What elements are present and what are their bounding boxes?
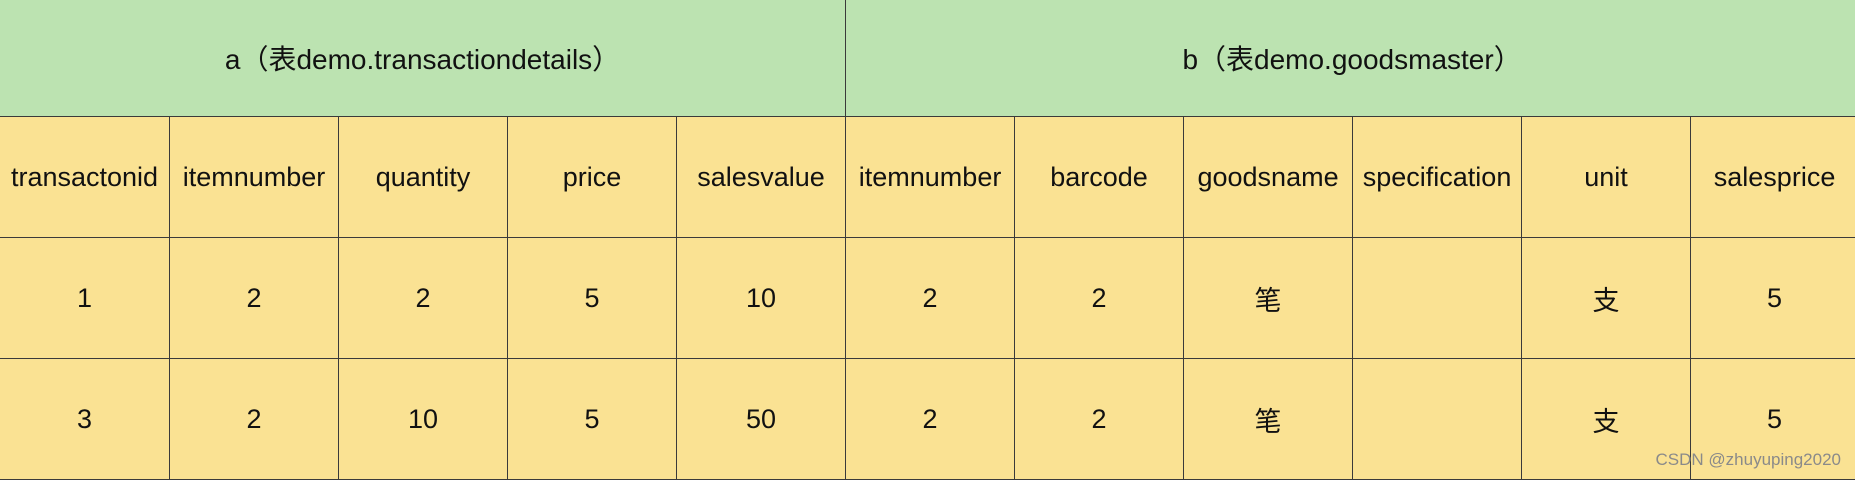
table-b-header: b（表demo.goodsmaster）	[845, 0, 1855, 117]
table-cell: 3	[0, 358, 170, 480]
column-header: goodsname	[1183, 116, 1354, 238]
column-header: itemnumber	[169, 116, 339, 238]
table-cell: 5	[1690, 237, 1855, 359]
table-cell: 2	[1014, 358, 1185, 480]
table-cell: 2	[845, 237, 1016, 359]
watermark: CSDN @zhuyuping2020	[1655, 450, 1841, 469]
table-cell: 笔	[1183, 358, 1354, 480]
table-cell: 5	[1690, 358, 1855, 480]
table-cell: 2	[338, 237, 508, 359]
column-header: specification	[1352, 116, 1523, 238]
table-cell: 5	[507, 237, 677, 359]
column-header: barcode	[1014, 116, 1185, 238]
table-group-header-row: a（表demo.transactiondetails） b（表demo.good…	[0, 0, 1855, 117]
table-cell: 2	[845, 358, 1016, 480]
table-cell: 5	[507, 358, 677, 480]
column-header: salesprice	[1690, 116, 1855, 238]
table-row: 1 2 2 5 10 2 2 笔 支 5	[0, 237, 1855, 359]
table-cell	[1352, 358, 1523, 480]
table-cell: 1	[0, 237, 170, 359]
column-header: price	[507, 116, 677, 238]
table-a-header: a（表demo.transactiondetails）	[0, 0, 847, 117]
table-cell: 50	[675, 358, 847, 480]
table-cell	[1352, 237, 1523, 359]
table-cell: 2	[169, 358, 339, 480]
column-header: itemnumber	[845, 116, 1016, 238]
table-cell: 笔	[1183, 237, 1354, 359]
table-cell: 10	[675, 237, 847, 359]
column-header-row: transactonid itemnumber quantity price s…	[0, 116, 1855, 238]
table-cell: 10	[338, 358, 508, 480]
table-cell: 2	[1014, 237, 1185, 359]
column-header: transactonid	[0, 116, 170, 238]
table-row: 3 2 10 5 50 2 2 笔 支 5	[0, 358, 1855, 480]
table-cell: 支	[1521, 358, 1692, 480]
table-cell: 支	[1521, 237, 1692, 359]
table-cell: 2	[169, 237, 339, 359]
column-header: quantity	[338, 116, 508, 238]
column-header: unit	[1521, 116, 1692, 238]
column-header: salesvalue	[675, 116, 847, 238]
